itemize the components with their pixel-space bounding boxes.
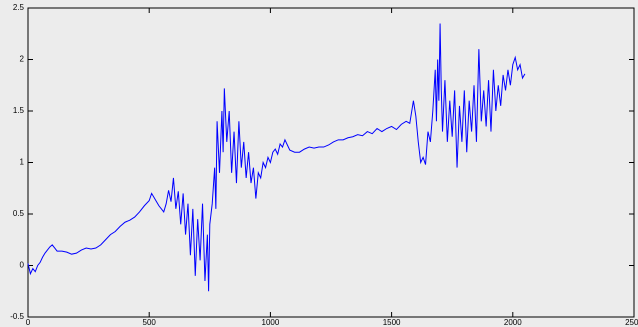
x-tick-label: 2000 (504, 318, 522, 327)
x-tick-label: 1500 (383, 318, 401, 327)
x-tick-label: 2500 (625, 318, 638, 327)
x-tick-label: 1000 (262, 318, 280, 327)
y-tick-label: 2 (20, 55, 25, 64)
y-tick-label: 0 (20, 261, 25, 270)
y-tick-label: -0.5 (10, 312, 24, 321)
y-tick-label: 1.5 (13, 106, 25, 115)
x-tick-label: 0 (26, 318, 31, 327)
y-tick-label: 1 (20, 158, 25, 167)
y-tick-label: 0.5 (13, 209, 25, 218)
data-line (27, 23, 526, 292)
x-tick-label: 500 (143, 318, 157, 327)
plot-area (27, 7, 635, 318)
y-tick-label: 2.5 (13, 3, 25, 12)
